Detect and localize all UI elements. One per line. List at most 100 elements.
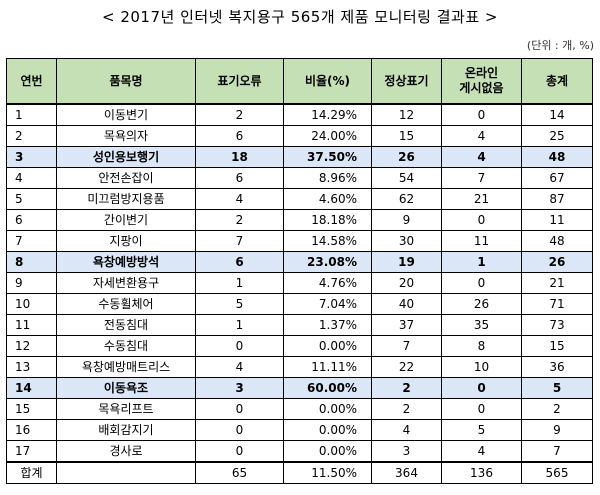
- cell-item: 안전손잡이: [56, 167, 196, 189]
- cell-total: 87: [521, 188, 593, 210]
- table-row: 10 수동휠체어 5 7.04% 40 26 71: [6, 293, 593, 315]
- cell-total: 71: [521, 293, 593, 315]
- table-row: 14 이동욕조 3 60.00% 2 0 5: [6, 377, 593, 399]
- cell-label-error: 18: [195, 146, 284, 168]
- cell-total: 2: [521, 398, 593, 420]
- cell-online: 11: [441, 230, 522, 252]
- cell-ratio: 7.04%: [283, 293, 372, 315]
- cell-ratio: 4.76%: [283, 272, 372, 294]
- cell-online: 0: [441, 272, 522, 294]
- cell-ratio: 0.00%: [283, 419, 372, 441]
- table-row: 13 욕창예방매트리스 4 11.11% 22 10 36: [6, 356, 593, 378]
- table-row: 7 지팡이 7 14.58% 30 11 48: [6, 230, 593, 252]
- cell-ratio: 24.00%: [283, 125, 372, 147]
- header-item: 품목명: [56, 58, 196, 105]
- cell-normal: 2: [371, 398, 442, 420]
- cell-ratio: 1.37%: [283, 314, 372, 336]
- table-row: 2 목욕의자 6 24.00% 15 4 25: [6, 125, 593, 147]
- cell-no: 6: [6, 209, 57, 231]
- cell-item: 수동침대: [56, 335, 196, 357]
- cell-label-error: 0: [195, 419, 284, 441]
- cell-total: 26: [521, 251, 593, 273]
- cell-online: 4: [441, 146, 522, 168]
- cell-label-error: 0: [195, 335, 284, 357]
- table-row: 6 간이변기 2 18.18% 9 0 11: [6, 209, 593, 231]
- cell-item: 지팡이: [56, 230, 196, 252]
- cell-total: 48: [521, 146, 593, 168]
- cell-label-error: 6: [195, 167, 284, 189]
- cell-online: 1: [441, 251, 522, 273]
- cell-no: 9: [6, 272, 57, 294]
- cell-total: 7: [521, 440, 593, 463]
- total-label: 합계: [6, 461, 57, 484]
- cell-item: 경사로: [56, 440, 196, 463]
- cell-normal: 26: [371, 146, 442, 168]
- table-row: 9 자세변환용구 1 4.76% 20 0 21: [6, 272, 593, 294]
- cell-label-error: 5: [195, 293, 284, 315]
- cell-no: 16: [6, 419, 57, 441]
- cell-item: 욕창예방방석: [56, 251, 196, 273]
- header-normal: 정상표기: [371, 58, 442, 105]
- cell-label-error: 7: [195, 230, 284, 252]
- cell-normal: 12: [371, 103, 442, 126]
- cell-online: 21: [441, 188, 522, 210]
- cell-online: 0: [441, 377, 522, 399]
- cell-no: 7: [6, 230, 57, 252]
- cell-item: 자세변환용구: [56, 272, 196, 294]
- cell-normal: 2: [371, 377, 442, 399]
- cell-no: 17: [6, 440, 57, 463]
- cell-item: 수동휠체어: [56, 293, 196, 315]
- cell-item: 욕창예방매트리스: [56, 356, 196, 378]
- cell-no: 14: [6, 377, 57, 399]
- cell-label-error: 4: [195, 188, 284, 210]
- total-ratio: 11.50%: [283, 461, 372, 484]
- cell-ratio: 14.29%: [283, 103, 372, 126]
- cell-no: 5: [6, 188, 57, 210]
- cell-online: 8: [441, 335, 522, 357]
- cell-total: 15: [521, 335, 593, 357]
- cell-total: 5: [521, 377, 593, 399]
- cell-no: 15: [6, 398, 57, 420]
- cell-item: 목욕의자: [56, 125, 196, 147]
- table-row: 1 이동변기 2 14.29% 12 0 14: [6, 103, 593, 126]
- cell-online: 5: [441, 419, 522, 441]
- cell-normal: 19: [371, 251, 442, 273]
- cell-no: 8: [6, 251, 57, 273]
- cell-label-error: 0: [195, 398, 284, 420]
- cell-label-error: 2: [195, 209, 284, 231]
- header-row: 연번 품목명 표기오류 비율(%) 정상표기 온라인 게시없음 총계: [6, 58, 593, 105]
- table-row: 8 욕창예방방석 6 23.08% 19 1 26: [6, 251, 593, 273]
- cell-normal: 22: [371, 356, 442, 378]
- cell-label-error: 4: [195, 356, 284, 378]
- cell-total: 9: [521, 419, 593, 441]
- cell-normal: 7: [371, 335, 442, 357]
- cell-normal: 54: [371, 167, 442, 189]
- cell-normal: 30: [371, 230, 442, 252]
- cell-no: 11: [6, 314, 57, 336]
- cell-normal: 40: [371, 293, 442, 315]
- cell-total: 25: [521, 125, 593, 147]
- header-no: 연번: [6, 58, 57, 105]
- cell-ratio: 4.60%: [283, 188, 372, 210]
- table-row: 15 목욕리프트 0 0.00% 2 0 2: [6, 398, 593, 420]
- cell-item: 목욕리프트: [56, 398, 196, 420]
- cell-online: 4: [441, 125, 522, 147]
- total-err: 65: [195, 461, 284, 484]
- header-online-line2: 게시없음: [459, 81, 504, 95]
- table-row: 16 배회감지기 0 0.00% 4 5 9: [6, 419, 593, 441]
- cell-normal: 9: [371, 209, 442, 231]
- header-online: 온라인 게시없음: [441, 58, 522, 105]
- cell-normal: 37: [371, 314, 442, 336]
- cell-ratio: 0.00%: [283, 335, 372, 357]
- cell-item: 성인용보행기: [56, 146, 196, 168]
- cell-label-error: 6: [195, 251, 284, 273]
- cell-normal: 62: [371, 188, 442, 210]
- cell-total: 48: [521, 230, 593, 252]
- cell-ratio: 18.18%: [283, 209, 372, 231]
- cell-online: 7: [441, 167, 522, 189]
- cell-online: 35: [441, 314, 522, 336]
- cell-ratio: 0.00%: [283, 398, 372, 420]
- cell-total: 14: [521, 103, 593, 126]
- cell-no: 2: [6, 125, 57, 147]
- cell-normal: 3: [371, 440, 442, 463]
